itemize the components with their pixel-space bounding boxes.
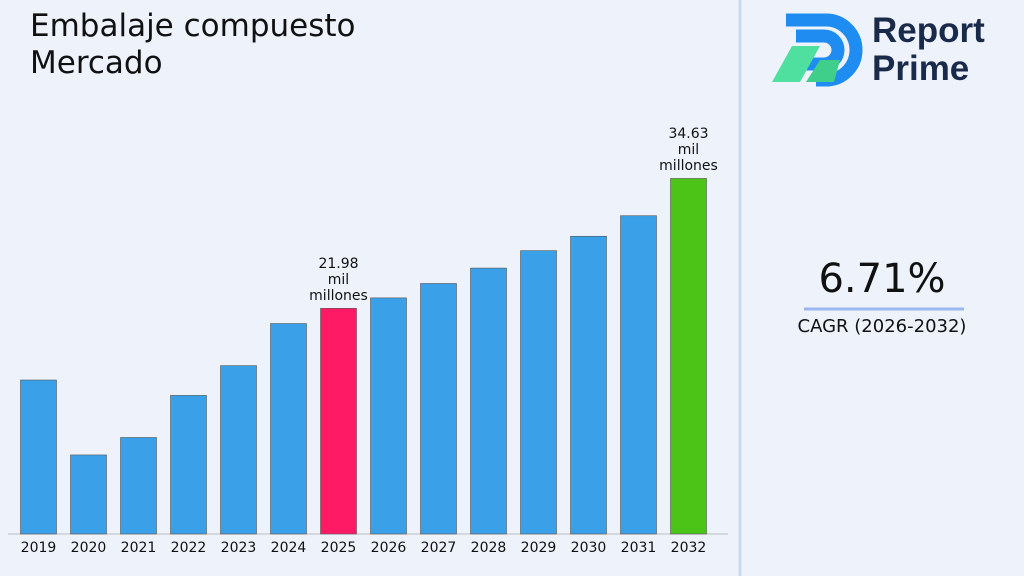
bar bbox=[320, 308, 357, 535]
x-tick-label: 2021 bbox=[121, 540, 157, 556]
x-tick-label: 2020 bbox=[71, 540, 107, 556]
logo bbox=[772, 13, 863, 87]
cagr-value: 6.71% bbox=[818, 256, 946, 302]
x-tick-label: 2025 bbox=[321, 540, 357, 556]
bar bbox=[70, 454, 107, 535]
x-tick-label: 2027 bbox=[421, 540, 457, 556]
bar bbox=[520, 250, 557, 535]
bar bbox=[420, 283, 457, 535]
x-tick-label: 2026 bbox=[371, 540, 407, 556]
x-tick-label: 2031 bbox=[621, 540, 657, 556]
data-label: 34.63 mil millones bbox=[659, 126, 718, 175]
bar bbox=[20, 379, 57, 535]
data-label: 21.98 mil millones bbox=[309, 256, 368, 305]
x-tick-label: 2032 bbox=[671, 540, 707, 556]
x-tick-label: 2029 bbox=[521, 540, 557, 556]
cagr-label: CAGR (2026-2032) bbox=[797, 316, 967, 337]
bar bbox=[120, 437, 157, 535]
chart-title: Embalaje compuesto Mercado bbox=[30, 8, 356, 81]
bar bbox=[270, 323, 307, 535]
bar bbox=[470, 267, 507, 535]
bar bbox=[220, 365, 257, 535]
brand-text: Prime bbox=[872, 49, 970, 88]
bar bbox=[370, 297, 407, 535]
x-tick-label: 2019 bbox=[21, 540, 57, 556]
bar bbox=[620, 215, 657, 535]
bar bbox=[570, 235, 607, 535]
brand: Report Prime bbox=[872, 12, 985, 88]
bar bbox=[170, 395, 207, 535]
x-tick-label: 2024 bbox=[271, 540, 307, 556]
x-tick-label: 2030 bbox=[571, 540, 607, 556]
x-tick-label: 2023 bbox=[221, 540, 257, 556]
x-tick-label: 2028 bbox=[471, 540, 507, 556]
x-tick-label: 2022 bbox=[171, 540, 207, 556]
bar bbox=[670, 178, 707, 535]
brand-text: Report bbox=[872, 11, 985, 50]
